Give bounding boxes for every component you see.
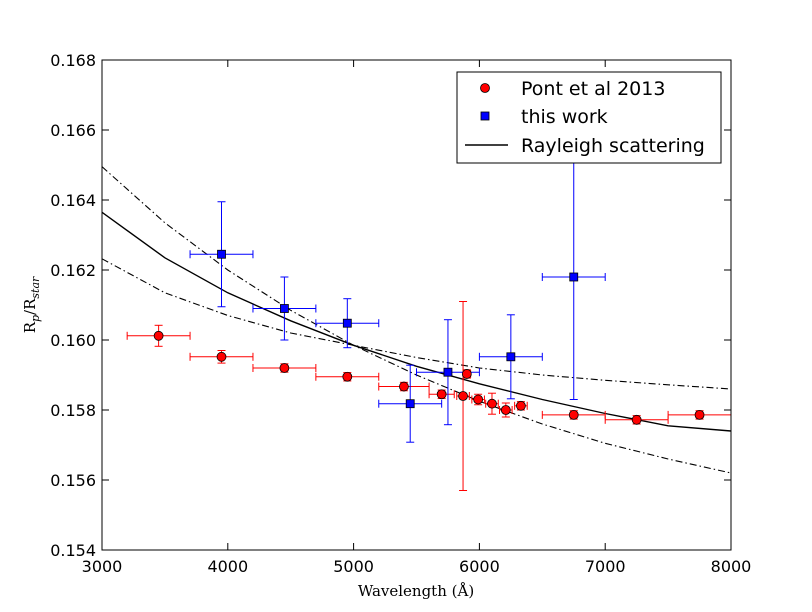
- tick-labels: 3000 4000 5000 6000 7000 8000 0.154 0.156 0.158 0…: [50, 51, 751, 576]
- axis-ticks: [101, 59, 732, 551]
- x-tick-label: 7000: [585, 557, 626, 576]
- x-tick-label: 8000: [711, 557, 752, 576]
- pont-point: [461, 369, 472, 379]
- pont-point: [694, 409, 705, 420]
- pont-point: [458, 391, 468, 401]
- rayleigh-curve: [102, 211, 731, 432]
- legend-marker-pont: [480, 83, 490, 93]
- y-tick-label: 0.156: [50, 471, 96, 490]
- pont-point: [399, 381, 409, 392]
- y-axis-label: Rp/Rstar: [21, 276, 42, 333]
- y-tick-label: 0.160: [50, 331, 96, 350]
- x-tick-label: 5000: [333, 557, 374, 576]
- rayleigh-bound-curve: [102, 258, 731, 390]
- pont-point: [436, 389, 447, 400]
- y-tick-label: 0.168: [50, 51, 96, 70]
- plot-frame: [101, 59, 732, 551]
- pont-point: [279, 363, 290, 373]
- pont-point: [216, 351, 227, 362]
- y-tick-label: 0.164: [50, 191, 96, 210]
- this-work-point: [217, 249, 226, 259]
- legend-label-this-work: this work: [521, 106, 608, 128]
- this-work-point: [506, 352, 516, 362]
- x-tick-label: 4000: [207, 557, 248, 576]
- legend: Pont et al 2013 this work Rayleigh scatt…: [456, 71, 722, 164]
- pont-point: [568, 409, 579, 420]
- this-work-point: [342, 318, 352, 328]
- pont-point: [342, 371, 353, 382]
- this-work-point: [569, 272, 579, 282]
- legend-marker-this-work: [480, 111, 490, 121]
- pont-point: [487, 398, 497, 409]
- y-tick-label: 0.166: [50, 121, 96, 140]
- y-tick-label: 0.162: [50, 261, 96, 280]
- y-tick-label: 0.158: [50, 401, 96, 420]
- legend-label-rayleigh: Rayleigh scattering: [521, 135, 705, 157]
- pont-point: [516, 400, 526, 411]
- plot-content: [102, 154, 731, 491]
- this-work-point: [405, 399, 415, 409]
- x-tick-label: 3000: [82, 557, 123, 576]
- pont-point: [631, 414, 642, 425]
- this-work-point: [443, 367, 453, 377]
- x-axis-label: Wavelength (Å): [358, 582, 474, 600]
- pont-point: [500, 405, 511, 415]
- this-work-point: [280, 304, 289, 313]
- legend-box: [456, 71, 722, 164]
- pont-point: [153, 330, 164, 341]
- y-tick-label: 0.154: [50, 541, 96, 560]
- legend-label-pont: Pont et al 2013: [521, 78, 665, 100]
- x-tick-label: 6000: [459, 557, 500, 576]
- pont-point: [473, 394, 484, 405]
